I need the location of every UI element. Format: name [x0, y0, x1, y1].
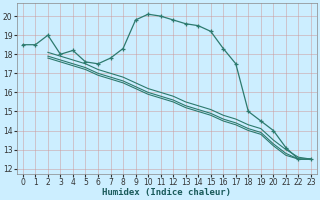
- X-axis label: Humidex (Indice chaleur): Humidex (Indice chaleur): [102, 188, 231, 197]
